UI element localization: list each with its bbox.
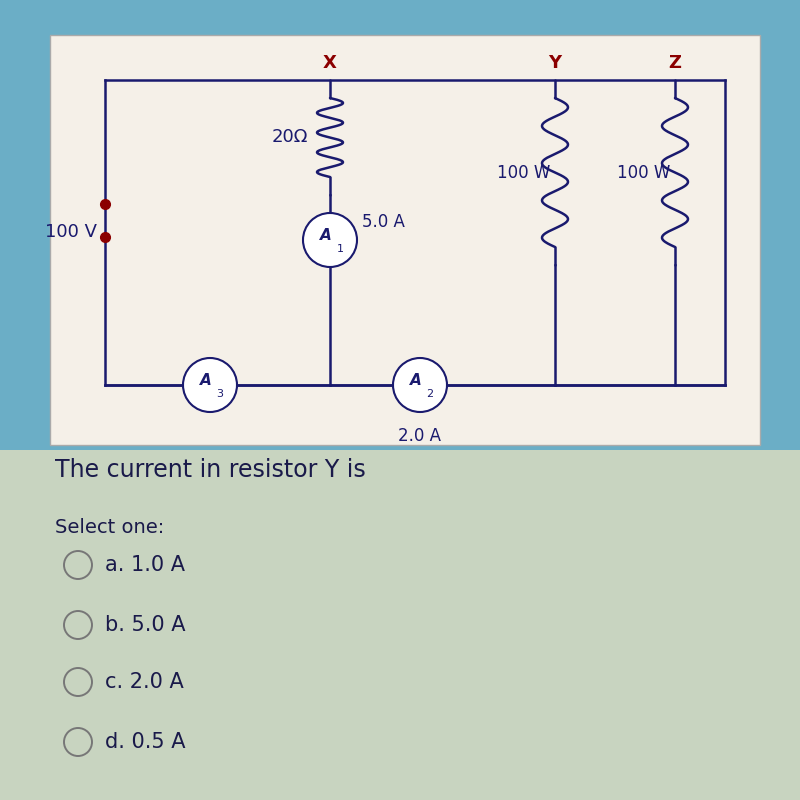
Text: 3: 3 xyxy=(217,389,223,399)
Text: 2: 2 xyxy=(426,389,434,399)
Circle shape xyxy=(393,358,447,412)
Text: 100 V: 100 V xyxy=(45,223,97,242)
Text: 100 W: 100 W xyxy=(497,163,550,182)
Text: X: X xyxy=(323,54,337,72)
Text: 100 W: 100 W xyxy=(617,163,670,182)
Text: A: A xyxy=(200,374,212,389)
Text: Z: Z xyxy=(669,54,682,72)
Text: c. 2.0 A: c. 2.0 A xyxy=(105,672,184,692)
Bar xyxy=(50,35,760,445)
Text: d. 0.5 A: d. 0.5 A xyxy=(105,732,186,752)
Bar xyxy=(0,450,800,800)
Circle shape xyxy=(183,358,237,412)
Text: 2.0 A: 2.0 A xyxy=(398,427,442,445)
Text: 5.0 A: 5.0 A xyxy=(362,213,405,231)
Text: b. 5.0 A: b. 5.0 A xyxy=(105,615,186,635)
Text: Select one:: Select one: xyxy=(55,518,164,537)
Circle shape xyxy=(303,213,357,267)
Text: The current in resistor Y is: The current in resistor Y is xyxy=(55,458,366,482)
Text: Y: Y xyxy=(549,54,562,72)
Text: a. 1.0 A: a. 1.0 A xyxy=(105,555,185,575)
Text: 20Ω: 20Ω xyxy=(272,129,308,146)
Text: 1: 1 xyxy=(337,244,343,254)
Text: A: A xyxy=(320,229,332,243)
Text: A: A xyxy=(410,374,422,389)
